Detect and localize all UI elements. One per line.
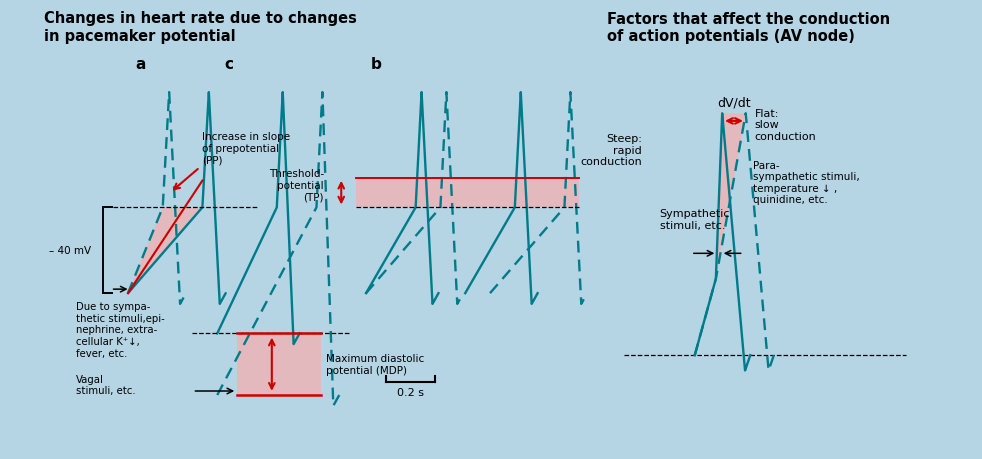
Text: Para-
sympathetic stimuli,
temperature ↓ ,
quinidine, etc.: Para- sympathetic stimuli, temperature ↓… — [753, 160, 859, 205]
Text: Factors that affect the conduction
of action potentials (AV node): Factors that affect the conduction of ac… — [607, 11, 890, 44]
Text: – 40 mV: – 40 mV — [49, 246, 90, 256]
Text: Steep:
rapid
conduction: Steep: rapid conduction — [580, 134, 642, 167]
Text: 0.2 s: 0.2 s — [397, 387, 424, 397]
Text: Sympathetic
stimuli, etc.: Sympathetic stimuli, etc. — [660, 209, 730, 230]
Text: dV/dt: dV/dt — [717, 96, 751, 109]
Text: Threshold-
potential
(TP): Threshold- potential (TP) — [269, 168, 324, 202]
Text: Increase in slope
of prepotential
(PP): Increase in slope of prepotential (PP) — [202, 132, 291, 165]
Text: Changes in heart rate due to changes
in pacemaker potential: Changes in heart rate due to changes in … — [44, 11, 357, 44]
Text: Flat:
slow
conduction: Flat: slow conduction — [754, 108, 816, 141]
Text: Vagal
stimuli, etc.: Vagal stimuli, etc. — [76, 374, 136, 395]
Polygon shape — [716, 114, 745, 279]
Polygon shape — [128, 208, 202, 293]
Text: Maximum diastolic
potential (MDP): Maximum diastolic potential (MDP) — [326, 353, 424, 375]
Bar — [356, 179, 579, 208]
Text: Due to sympa-
thetic stimuli,epi-
nephrine, extra-
cellular K⁺↓,
fever, etc.: Due to sympa- thetic stimuli,epi- nephri… — [76, 302, 165, 358]
Text: b: b — [371, 57, 382, 72]
Text: a: a — [136, 57, 145, 72]
Bar — [237, 334, 321, 395]
Text: c: c — [225, 57, 234, 72]
